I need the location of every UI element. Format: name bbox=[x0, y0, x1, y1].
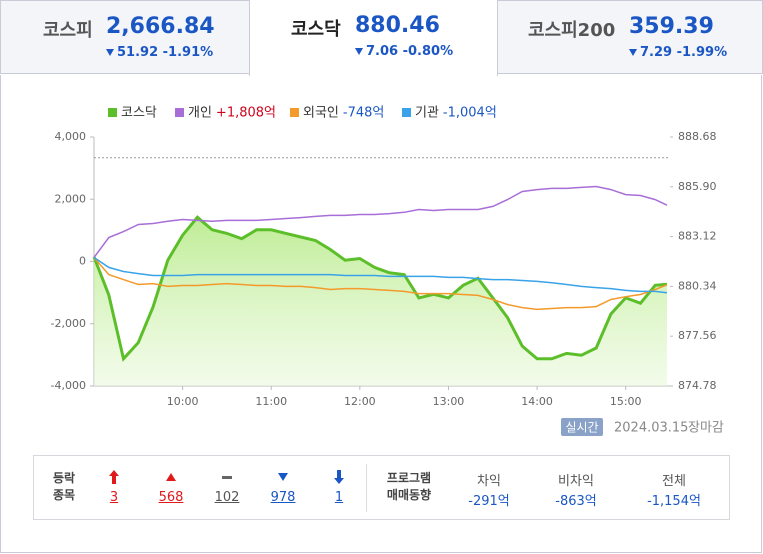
y-tick-label: 2,000 bbox=[55, 192, 87, 205]
legend-swatch bbox=[108, 108, 117, 117]
rate: -0.80% bbox=[402, 44, 454, 59]
x-tick-label: 12:00 bbox=[344, 395, 376, 408]
legend-label: 코스닥 bbox=[121, 106, 157, 121]
y2-tick-label: 888.68 bbox=[678, 130, 717, 143]
market-state: 장마감 bbox=[688, 421, 724, 436]
change: 7.06 bbox=[366, 44, 399, 59]
icon bbox=[109, 470, 119, 484]
tab-change: 51.92 -1.91% bbox=[106, 45, 213, 60]
program-value: -1,154억 bbox=[647, 494, 701, 509]
x-tick-label: 13:00 bbox=[433, 395, 465, 408]
tab[interactable]: 코스닥 880.46 7.06 -0.80% bbox=[249, 0, 498, 76]
panel bbox=[0, 75, 762, 553]
divider bbox=[366, 464, 367, 512]
tab-change: 7.29 -1.99% bbox=[629, 45, 727, 60]
ad-icon bbox=[334, 470, 344, 488]
tab-name: 코스피200 bbox=[528, 20, 616, 41]
y2-tick-label: 883.12 bbox=[678, 230, 717, 243]
program-value: -863억 bbox=[555, 494, 597, 509]
line bbox=[93, 257, 668, 311]
ad-count[interactable]: 3 bbox=[109, 490, 119, 505]
y-tick-label: 4,000 bbox=[55, 130, 87, 143]
rate: -1.91% bbox=[162, 45, 214, 60]
tab-value: 2,666.84 bbox=[106, 14, 215, 39]
tab-name: 코스닥 bbox=[291, 19, 341, 40]
ad-icon bbox=[222, 470, 232, 488]
line bbox=[92, 215, 668, 362]
area bbox=[94, 217, 668, 386]
program-name: 비차익 bbox=[558, 474, 594, 489]
down-icon bbox=[355, 48, 363, 55]
y-tick-label: -2,000 bbox=[51, 317, 86, 330]
tab-name: 코스피 bbox=[43, 20, 93, 41]
ad-count[interactable]: 102 bbox=[214, 490, 240, 505]
x-tick-label: 11:00 bbox=[255, 395, 287, 408]
tab-value: 359.39 bbox=[629, 14, 714, 39]
change: 51.92 bbox=[117, 45, 159, 60]
program-value: -291억 bbox=[468, 494, 510, 509]
tab-value: 880.46 bbox=[355, 13, 440, 38]
down-icon bbox=[629, 49, 637, 56]
tab-change: 7.06 -0.80% bbox=[355, 44, 453, 59]
legend-total: -748억 bbox=[343, 106, 384, 121]
y2-tick-label: 874.78 bbox=[678, 379, 717, 392]
rate: -1.99% bbox=[676, 45, 728, 60]
legend-total: -1,004억 bbox=[443, 106, 497, 121]
program-name: 차익 bbox=[477, 474, 501, 489]
y-tick-label: 0 bbox=[79, 255, 86, 268]
program-name: 전체 bbox=[662, 474, 686, 489]
icon bbox=[166, 473, 176, 481]
x-tick-label: 15:00 bbox=[610, 395, 642, 408]
chart: 실시간 2024.03.15 장마감 4,000 2,000 0 -2,000 -4,0… bbox=[51, 106, 724, 436]
ad-icon bbox=[166, 470, 176, 488]
ad-icon bbox=[278, 470, 288, 488]
ad-icon bbox=[109, 470, 119, 488]
ad-label-line: 등락 bbox=[52, 471, 76, 485]
ad-label-line: 종목 bbox=[52, 488, 76, 502]
line bbox=[93, 185, 668, 258]
icon bbox=[334, 470, 344, 484]
legend-total: +1,808억 bbox=[216, 106, 276, 121]
program-label-line: 프로그램 bbox=[386, 471, 432, 485]
change: 7.29 bbox=[640, 45, 673, 60]
legend-swatch bbox=[290, 108, 299, 117]
y2-tick-label: 885.90 bbox=[678, 180, 717, 193]
icon bbox=[222, 476, 232, 479]
tab[interactable]: 코스피 2,666.84 51.92 -1.91% bbox=[0, 0, 250, 74]
x-tick-label: 14:00 bbox=[521, 395, 553, 408]
icon bbox=[278, 473, 288, 481]
down-icon bbox=[106, 49, 114, 56]
y2-tick-label: 877.56 bbox=[678, 329, 717, 342]
y-tick-label: -4,000 bbox=[51, 379, 86, 392]
ad-count[interactable]: 1 bbox=[334, 490, 344, 505]
tab[interactable]: 코스피200 359.39 7.29 -1.99% bbox=[497, 0, 763, 74]
date: 2024.03.15 bbox=[614, 421, 688, 436]
legend-label: 외국인 bbox=[303, 106, 339, 121]
ad-count[interactable]: 978 bbox=[270, 490, 296, 505]
badge: 실시간 bbox=[565, 421, 598, 435]
y2-tick-label: 880.34 bbox=[678, 279, 717, 292]
badge-bg bbox=[561, 418, 603, 436]
legend-swatch bbox=[402, 108, 411, 117]
line bbox=[93, 256, 668, 294]
legend-label: 기관 bbox=[415, 106, 439, 121]
program-label-line: 매매동향 bbox=[386, 488, 432, 502]
legend-label: 개인 bbox=[188, 106, 212, 121]
ad-count[interactable]: 568 bbox=[158, 490, 184, 505]
x-tick-label: 10:00 bbox=[167, 395, 199, 408]
legend-swatch bbox=[175, 108, 184, 117]
